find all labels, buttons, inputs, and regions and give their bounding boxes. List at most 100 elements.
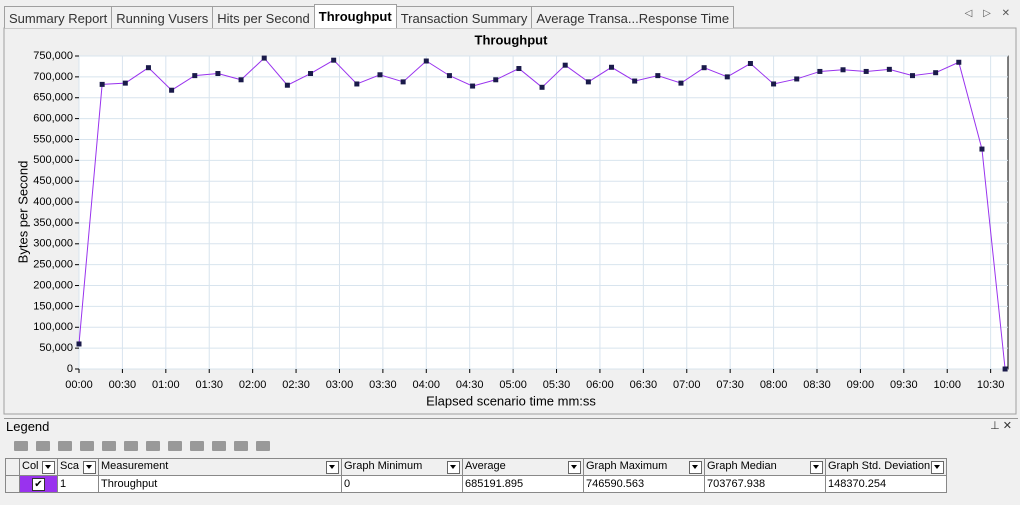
column-header[interactable]: Measurement (98, 458, 342, 476)
marker (423, 58, 429, 64)
column-header[interactable]: Average (462, 458, 584, 476)
y-tick-label: 400,000 (33, 196, 73, 208)
tool[interactable] (256, 441, 270, 451)
tab[interactable]: Throughput (313, 4, 397, 28)
x-tick-label: 04:00 (413, 379, 441, 391)
marker (585, 79, 591, 85)
column-title: Graph Median (707, 460, 777, 472)
tool[interactable] (58, 441, 72, 451)
x-tick-label: 03:30 (369, 379, 397, 391)
tool[interactable] (36, 441, 50, 451)
cell: 685191.895 (462, 475, 584, 493)
y-tick-label: 50,000 (39, 342, 73, 354)
tool[interactable] (80, 441, 94, 451)
marker (284, 82, 290, 88)
column-header[interactable]: Graph Std. Deviation (825, 458, 947, 476)
dropdown[interactable] (568, 461, 581, 474)
marker (678, 80, 684, 86)
x-tick-label: 01:00 (152, 379, 180, 391)
tool[interactable] (212, 441, 226, 451)
tab[interactable]: Hits per Second (212, 6, 315, 28)
marker (863, 68, 869, 74)
tab[interactable]: Summary Report (4, 6, 113, 28)
marker (609, 64, 615, 70)
dropdown[interactable] (83, 461, 96, 474)
tab-bar: Summary Report Running Vusers Hits per Sec… (4, 4, 735, 28)
column-header[interactable]: Sca (57, 458, 99, 476)
y-tick-label: 650,000 (33, 92, 73, 104)
x-tick-label: 10:00 (933, 379, 961, 391)
y-tick-label: 500,000 (33, 154, 73, 166)
x-tick-label: 02:30 (282, 379, 310, 391)
y-tick-label: 600,000 (33, 113, 73, 125)
marker (909, 73, 915, 79)
dropdown[interactable] (326, 461, 339, 474)
dropdown[interactable] (42, 461, 55, 474)
x-tick-label: 06:30 (630, 379, 658, 391)
marker (979, 146, 985, 152)
y-tick-label: 300,000 (33, 238, 73, 250)
x-tick-label: 07:00 (673, 379, 701, 391)
marker (886, 66, 892, 72)
row-header (5, 458, 20, 476)
x-tick-label: 01:30 (195, 379, 223, 391)
x-tick-label: 10:30 (977, 379, 1005, 391)
column-title: Graph Std. Deviation (828, 460, 931, 472)
y-tick-label: 250,000 (33, 259, 73, 271)
marker (331, 57, 337, 63)
marker (701, 65, 707, 71)
tool[interactable] (234, 441, 248, 451)
tab-nav[interactable]: ◁ ▷ ✕ (964, 8, 1014, 19)
tab[interactable]: Running Vusers (111, 6, 214, 28)
cell: 1 (57, 475, 99, 493)
tool[interactable] (102, 441, 116, 451)
tool[interactable] (168, 441, 182, 451)
x-tick-label: 00:30 (109, 379, 137, 391)
column-header[interactable]: Graph Maximum (583, 458, 705, 476)
marker (308, 71, 314, 77)
marker (446, 73, 452, 79)
column-header[interactable]: Col (19, 458, 58, 476)
x-tick-label: 05:30 (543, 379, 571, 391)
dropdown[interactable] (447, 461, 460, 474)
dropdown[interactable] (689, 461, 702, 474)
marker (817, 68, 823, 74)
marker (840, 67, 846, 73)
column-header[interactable]: Graph Minimum (341, 458, 463, 476)
dropdown[interactable] (931, 461, 944, 474)
x-tick-label: 05:00 (499, 379, 527, 391)
marker (539, 84, 545, 90)
tool[interactable] (14, 441, 28, 451)
legend-title: Legend (4, 418, 1018, 436)
marker (76, 341, 82, 347)
y-tick-label: 100,000 (33, 321, 73, 333)
y-tick-label: 350,000 (33, 217, 73, 229)
marker (1002, 366, 1008, 372)
tab[interactable]: Average Transa...Response Time (531, 6, 735, 28)
legend-icons[interactable]: ⊥ ✕ (990, 420, 1012, 432)
cell: 746590.563 (583, 475, 705, 493)
dropdown[interactable] (810, 461, 823, 474)
x-tick-label: 08:00 (760, 379, 788, 391)
y-tick-label: 150,000 (33, 300, 73, 312)
x-axis-label: Elapsed scenario time mm:ss (426, 393, 596, 408)
x-tick-label: 07:30 (716, 379, 744, 391)
marker (377, 72, 383, 78)
column-title: Average (465, 460, 506, 472)
marker (747, 61, 753, 67)
tab[interactable]: Transaction Summary (395, 6, 533, 28)
marker (470, 83, 476, 89)
marker (238, 77, 244, 83)
chart-title: Throughput (475, 32, 549, 47)
column-title: Graph Maximum (586, 460, 668, 472)
tool[interactable] (190, 441, 204, 451)
marker (632, 78, 638, 84)
tool[interactable] (124, 441, 138, 451)
column-header[interactable]: Graph Median (704, 458, 826, 476)
x-tick-label: 09:30 (890, 379, 918, 391)
tool[interactable] (146, 441, 160, 451)
cell: 148370.254 (825, 475, 947, 493)
checkbox[interactable]: ✔ (32, 477, 45, 491)
marker (956, 59, 962, 65)
